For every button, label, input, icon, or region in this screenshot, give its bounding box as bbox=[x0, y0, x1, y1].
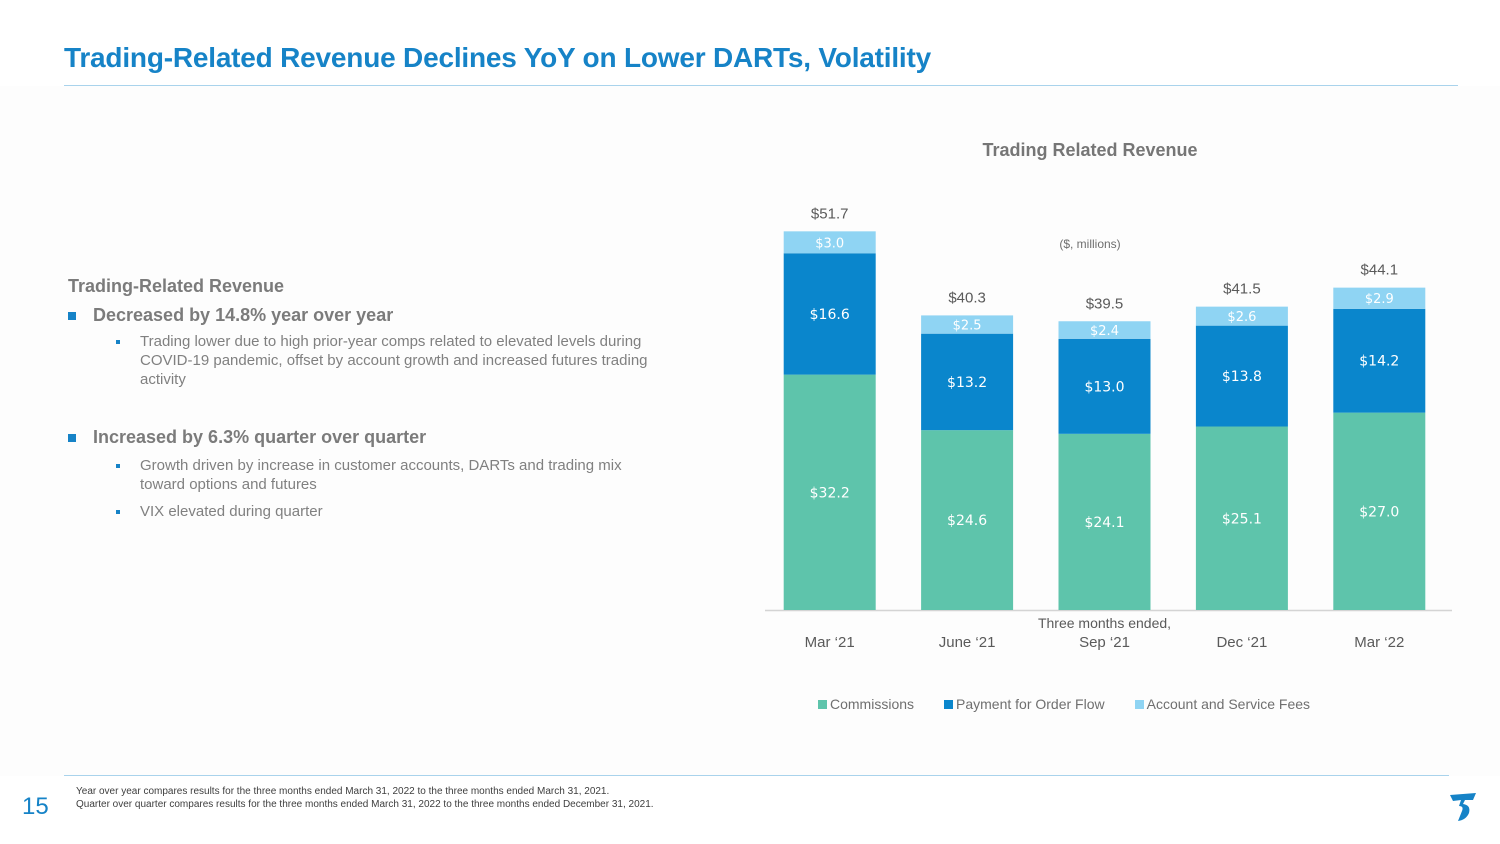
summary-panel: Trading-Related Revenue Decreased by 14.… bbox=[68, 276, 668, 521]
x-tick-label: June ‘21 bbox=[939, 634, 996, 651]
small-square-bullet-icon bbox=[116, 464, 120, 468]
title-divider bbox=[64, 85, 1458, 86]
bullet-text: VIX elevated during quarter bbox=[140, 503, 323, 520]
x-tick-label: Mar ‘22 bbox=[1354, 634, 1404, 651]
chart-title: Trading Related Revenue bbox=[982, 140, 1198, 160]
summary-point-yoy: Decreased by 14.8% year over year Tradin… bbox=[68, 305, 668, 389]
bar-segment-account-and-service-fees bbox=[921, 315, 1014, 334]
data-label: $16.6 bbox=[810, 307, 850, 323]
legend-swatch bbox=[818, 699, 827, 709]
chart-units-note: ($, millions) bbox=[1059, 237, 1121, 251]
bullet-text: Decreased by 14.8% year over year bbox=[93, 305, 394, 325]
small-square-bullet-icon bbox=[116, 510, 120, 514]
data-label: $2.5 bbox=[953, 319, 982, 334]
summary-point-qoq: Increased by 6.3% quarter over quarter G… bbox=[68, 427, 668, 521]
small-square-bullet-icon bbox=[116, 340, 120, 344]
data-label: $2.4 bbox=[1090, 324, 1119, 339]
bullet-level-2: Growth driven by increase in customer ac… bbox=[116, 456, 668, 494]
summary-heading: Trading-Related Revenue bbox=[68, 276, 285, 296]
data-label: $3.0 bbox=[815, 236, 844, 251]
legend-label: Account and Service Fees bbox=[1146, 696, 1311, 712]
footnote-yoy: Year over year compares results for the … bbox=[76, 786, 610, 797]
bullet-level-1: Increased by 6.3% quarter over quarter bbox=[68, 427, 668, 448]
legend-label: Payment for Order Flow bbox=[956, 696, 1105, 712]
square-bullet-icon bbox=[68, 311, 76, 320]
x-axis-label: Three months ended, bbox=[1038, 615, 1171, 631]
square-bullet-icon bbox=[68, 433, 76, 442]
bar-segment-payment-for-order-flow bbox=[921, 333, 1014, 431]
data-label: $24.6 bbox=[947, 513, 987, 529]
bar-segment-commissions bbox=[783, 374, 876, 610]
data-label: $24.1 bbox=[1084, 515, 1124, 531]
bar-segment-commissions bbox=[921, 430, 1014, 610]
footnote-qoq: Quarter over quarter compares results fo… bbox=[76, 799, 654, 810]
data-label: $14.2 bbox=[1359, 354, 1399, 370]
chart-legend: Commissions Payment for Order Flow Accou… bbox=[818, 696, 1310, 712]
bullet-text: Increased by 6.3% quarter over quarter bbox=[93, 427, 427, 447]
page-number: 15 bbox=[22, 793, 49, 820]
bar-segment-payment-for-order-flow bbox=[1333, 308, 1426, 413]
bullet-text: Growth driven by increase in customer ac… bbox=[140, 457, 622, 493]
bullet-text: Trading lower due to high prior-year com… bbox=[140, 333, 648, 388]
x-tick-label: Mar ‘21 bbox=[805, 634, 855, 651]
bar-segment-payment-for-order-flow bbox=[1058, 338, 1151, 434]
bullet-level-2: VIX elevated during quarter bbox=[116, 502, 668, 521]
footer-divider bbox=[64, 775, 1449, 776]
bar-segment-account-and-service-fees bbox=[1058, 321, 1151, 339]
data-label: $13.0 bbox=[1084, 379, 1124, 395]
data-label: $27.0 bbox=[1359, 504, 1399, 520]
data-label: $25.1 bbox=[1222, 511, 1262, 527]
data-label: $32.2 bbox=[810, 485, 850, 501]
bullet-level-2: Trading lower due to high prior-year com… bbox=[116, 332, 668, 389]
legend-swatch bbox=[1134, 699, 1144, 709]
x-tick-label: Sep ‘21 bbox=[1079, 634, 1130, 651]
legend-swatch bbox=[944, 699, 954, 709]
total-label: $51.7 bbox=[811, 205, 849, 222]
bar-segment-account-and-service-fees bbox=[783, 231, 876, 254]
data-label: $2.9 bbox=[1365, 292, 1394, 307]
bar-segment-account-and-service-fees bbox=[1195, 306, 1288, 326]
data-label: $2.6 bbox=[1227, 310, 1256, 325]
bullet-level-1: Decreased by 14.8% year over year bbox=[68, 305, 668, 326]
legend-item-payment-for-order-flow: Payment for Order Flow bbox=[944, 696, 1105, 712]
data-label: $13.8 bbox=[1222, 369, 1262, 385]
bar-segment-account-and-service-fees bbox=[1333, 287, 1426, 309]
bar-segment-commissions bbox=[1058, 433, 1151, 610]
bar-segment-payment-for-order-flow bbox=[783, 253, 876, 375]
brand-logo-icon bbox=[1450, 793, 1476, 821]
data-label: $13.2 bbox=[947, 375, 987, 391]
total-label: $44.1 bbox=[1361, 262, 1399, 279]
legend-item-account-service-fees: Account and Service Fees bbox=[1134, 696, 1311, 712]
bar-segment-commissions bbox=[1333, 412, 1426, 610]
footnotes: Year over year compares results for the … bbox=[76, 785, 654, 811]
bar-segment-commissions bbox=[1195, 426, 1288, 610]
legend-item-commissions: Commissions bbox=[818, 696, 914, 712]
x-tick-label: Dec ‘21 bbox=[1216, 634, 1267, 651]
legend-label: Commissions bbox=[830, 696, 915, 712]
total-label: $40.3 bbox=[948, 289, 986, 306]
total-label: $39.5 bbox=[1086, 295, 1124, 312]
bar-segment-payment-for-order-flow bbox=[1195, 325, 1288, 427]
total-label: $41.5 bbox=[1223, 281, 1261, 298]
slide-title: Trading-Related Revenue Declines YoY on … bbox=[64, 42, 932, 73]
